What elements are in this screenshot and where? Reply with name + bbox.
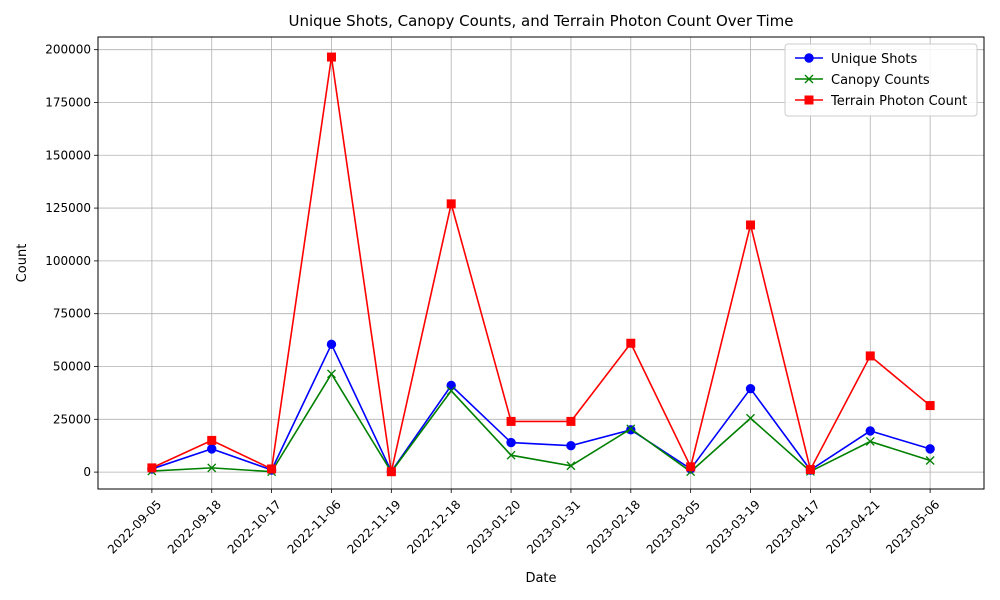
legend-item: Terrain Photon Count — [795, 94, 967, 109]
legend-item: Unique Shots — [795, 52, 918, 67]
data-point — [626, 424, 636, 434]
y-tick-label: 150000 — [45, 148, 91, 162]
x-tick-label: 2023-02-18 — [584, 497, 643, 556]
x-tick-label: 2022-10-17 — [225, 497, 284, 556]
y-tick-label: 125000 — [45, 201, 91, 215]
series-line — [151, 342, 931, 474]
data-point — [865, 437, 875, 446]
data-point — [865, 426, 875, 436]
data-point-stroke — [925, 456, 935, 465]
x-tick-label: 2023-03-05 — [644, 497, 703, 556]
data-point — [626, 425, 636, 435]
data-point-stroke — [207, 463, 217, 473]
x-tick-label: 2022-12-18 — [404, 497, 463, 556]
x-tick-label: 2022-11-19 — [344, 497, 403, 556]
data-point — [326, 339, 337, 350]
series-layer — [147, 52, 935, 477]
data-point — [925, 444, 935, 454]
data-point — [326, 52, 336, 62]
data-point — [446, 386, 456, 396]
y-tick-label: 75000 — [53, 307, 91, 321]
data-point — [207, 463, 217, 473]
plot-frame — [97, 36, 985, 490]
data-point — [804, 95, 814, 105]
legend: Unique Shots Canopy Counts Terrain Photon … — [784, 43, 978, 117]
data-point — [506, 437, 516, 448]
legend-label: Terrain Photon Count — [830, 94, 967, 109]
data-point — [626, 338, 636, 348]
y-tick-label: 100000 — [45, 254, 91, 268]
data-point — [267, 464, 277, 474]
x-tick-label: 2022-09-05 — [105, 497, 164, 556]
x-tick-label: 2023-03-19 — [704, 497, 763, 556]
series-unique-shots — [147, 339, 935, 477]
data-point-stroke — [506, 450, 516, 460]
data-point — [506, 416, 516, 426]
data-point — [566, 416, 576, 426]
x-tick-label: 2022-09-18 — [165, 497, 224, 556]
data-point — [805, 465, 815, 475]
x-tick-label: 2023-01-31 — [524, 497, 583, 556]
data-point — [804, 53, 814, 63]
data-point — [566, 461, 576, 471]
data-point-stroke — [327, 369, 336, 379]
data-point-stroke — [865, 437, 875, 446]
data-point — [327, 369, 336, 379]
data-point-stroke — [626, 424, 636, 434]
data-point — [566, 441, 576, 451]
x-tick-label: 2023-04-17 — [764, 497, 823, 556]
axes: 2022-09-05 2022-09-18 2022-10-17 2022-11-06… — [45, 43, 942, 557]
x-axis-label: Date — [525, 571, 556, 586]
data-point — [506, 450, 516, 460]
y-tick-label: 175000 — [45, 95, 91, 109]
x-tick-label: 2022-11-06 — [285, 497, 344, 556]
data-point — [446, 199, 456, 209]
x-tick-label: 2023-04-21 — [823, 497, 882, 556]
data-point — [746, 413, 755, 423]
data-point — [925, 456, 935, 465]
data-point — [746, 220, 756, 230]
x-tick-label: 2023-05-06 — [883, 497, 942, 556]
data-point — [147, 463, 157, 473]
data-point-stroke — [746, 413, 755, 423]
series-line — [151, 372, 931, 474]
data-point — [925, 401, 935, 411]
series-terrain-photon-count — [147, 52, 935, 477]
data-point — [804, 74, 814, 84]
data-point — [865, 351, 875, 361]
data-point-stroke — [566, 461, 576, 471]
series-line — [151, 56, 931, 472]
data-point-stroke — [446, 386, 456, 396]
data-point — [745, 383, 756, 394]
legend-label: Canopy Counts — [831, 73, 930, 88]
y-tick-label: 50000 — [53, 359, 91, 373]
data-point — [686, 462, 696, 472]
data-point — [386, 467, 396, 477]
y-axis-label: Count — [15, 244, 30, 283]
data-point — [207, 444, 217, 454]
y-tick-label: 200000 — [45, 43, 91, 57]
chart-title: Unique Shots, Canopy Counts, and Terrain… — [289, 12, 794, 30]
data-point — [207, 435, 217, 445]
y-tick-label: 0 — [83, 465, 91, 479]
legend-item: Canopy Counts — [795, 73, 930, 88]
y-tick-label: 25000 — [53, 412, 91, 426]
series-canopy-counts — [147, 369, 935, 477]
x-tick-label: 2023-01-20 — [464, 497, 523, 556]
legend-label: Unique Shots — [831, 52, 918, 67]
legend-box — [784, 43, 978, 117]
data-point-stroke — [804, 74, 814, 84]
